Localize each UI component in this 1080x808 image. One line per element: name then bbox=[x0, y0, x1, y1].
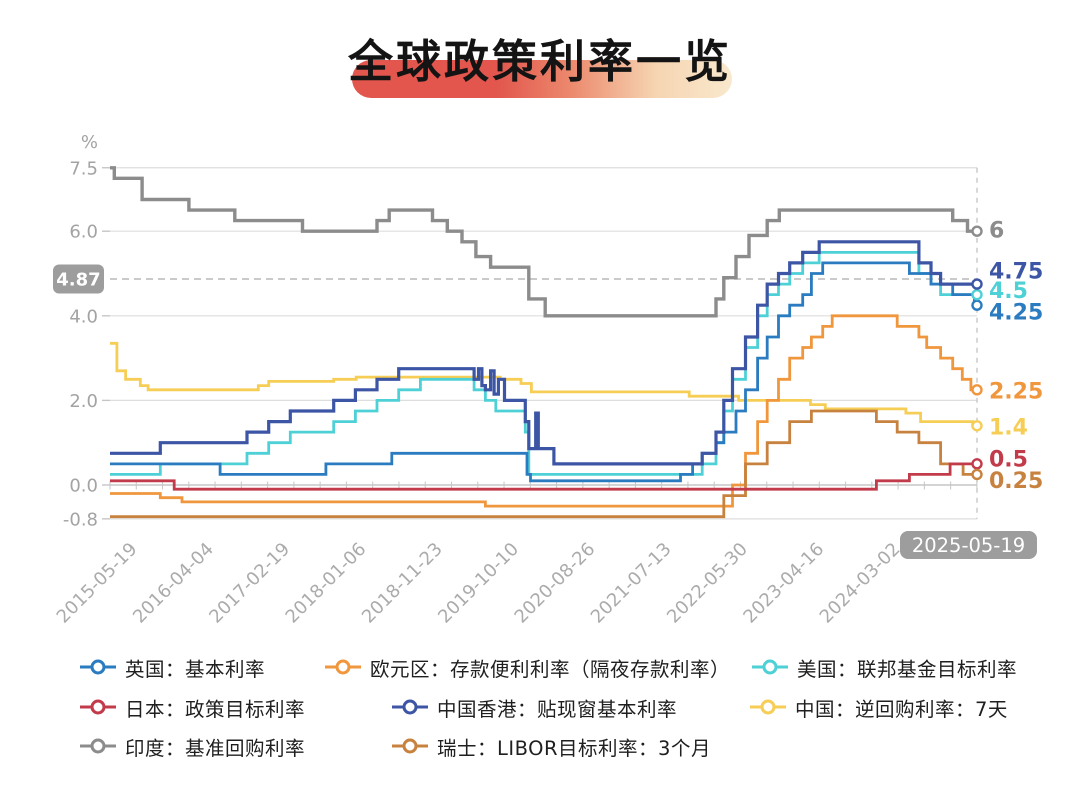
x-date-label: 2016-04-04 bbox=[129, 539, 218, 628]
page-title: 全球政策利率一览 bbox=[347, 35, 732, 88]
y-tick-label: -0.8 bbox=[63, 509, 98, 530]
title-highlight-pill bbox=[352, 60, 732, 98]
series-line-switzerland bbox=[110, 409, 977, 519]
end-date-text: 2025-05-19 bbox=[912, 534, 1025, 557]
end-label-us: 4.5 bbox=[989, 279, 1028, 304]
y-tick-label: 6.0 bbox=[69, 222, 98, 243]
x-date-label: 2021-07-13 bbox=[587, 539, 676, 628]
end-marker-uk bbox=[971, 299, 983, 311]
x-date-label: 2017-02-19 bbox=[205, 539, 294, 628]
end-marker-us bbox=[971, 288, 983, 301]
end-label-japan: 0.5 bbox=[989, 447, 1028, 472]
series-line-china bbox=[110, 341, 977, 428]
end-label-china: 1.4 bbox=[989, 415, 1028, 440]
series-line-hongkong bbox=[110, 240, 977, 466]
y-tick-label: 4.0 bbox=[69, 306, 98, 327]
y-tick-label: 0.0 bbox=[69, 476, 98, 497]
end-marker-eurozone bbox=[971, 384, 983, 396]
x-date-label: 2019-10-10 bbox=[434, 539, 523, 628]
x-date-label: 2020-08-26 bbox=[511, 539, 600, 628]
x-date-label: 2024-03-02 bbox=[816, 539, 905, 628]
end-marker-hongkong bbox=[971, 278, 983, 290]
highlight-value-badge bbox=[53, 264, 104, 294]
end-marker-switzerland bbox=[971, 468, 983, 481]
series-line-india bbox=[110, 166, 977, 318]
x-date-label: 2022-05-30 bbox=[663, 539, 752, 628]
series-line-eurozone bbox=[110, 314, 977, 508]
x-date-label: 2018-11-23 bbox=[358, 539, 447, 628]
end-label-uk: 4.25 bbox=[989, 301, 1043, 326]
end-label-switzerland: 0.25 bbox=[989, 469, 1043, 494]
y-tick-label: 7.5 bbox=[69, 158, 98, 179]
end-label-eurozone: 2.25 bbox=[989, 379, 1043, 404]
end-date-badge bbox=[900, 531, 1037, 559]
series-line-uk bbox=[110, 261, 977, 483]
end-label-india: 6 bbox=[989, 219, 1004, 244]
end-marker-china bbox=[971, 420, 983, 432]
header: 全球政策利率一览 bbox=[0, 0, 1080, 110]
series-line-us bbox=[110, 251, 977, 476]
end-label-hongkong: 4.75 bbox=[989, 260, 1043, 285]
end-marker-india bbox=[971, 225, 983, 237]
highlight-value-text: 4.87 bbox=[56, 269, 100, 290]
series-line-japan bbox=[110, 462, 977, 491]
x-date-label: 2023-04-16 bbox=[739, 539, 828, 628]
y-axis-unit: % bbox=[81, 132, 98, 153]
x-date-label: 2018-01-06 bbox=[282, 539, 371, 628]
y-tick-label: 2.0 bbox=[69, 391, 98, 412]
x-date-label: 2015-05-19 bbox=[53, 539, 142, 628]
end-marker-japan bbox=[971, 458, 983, 470]
